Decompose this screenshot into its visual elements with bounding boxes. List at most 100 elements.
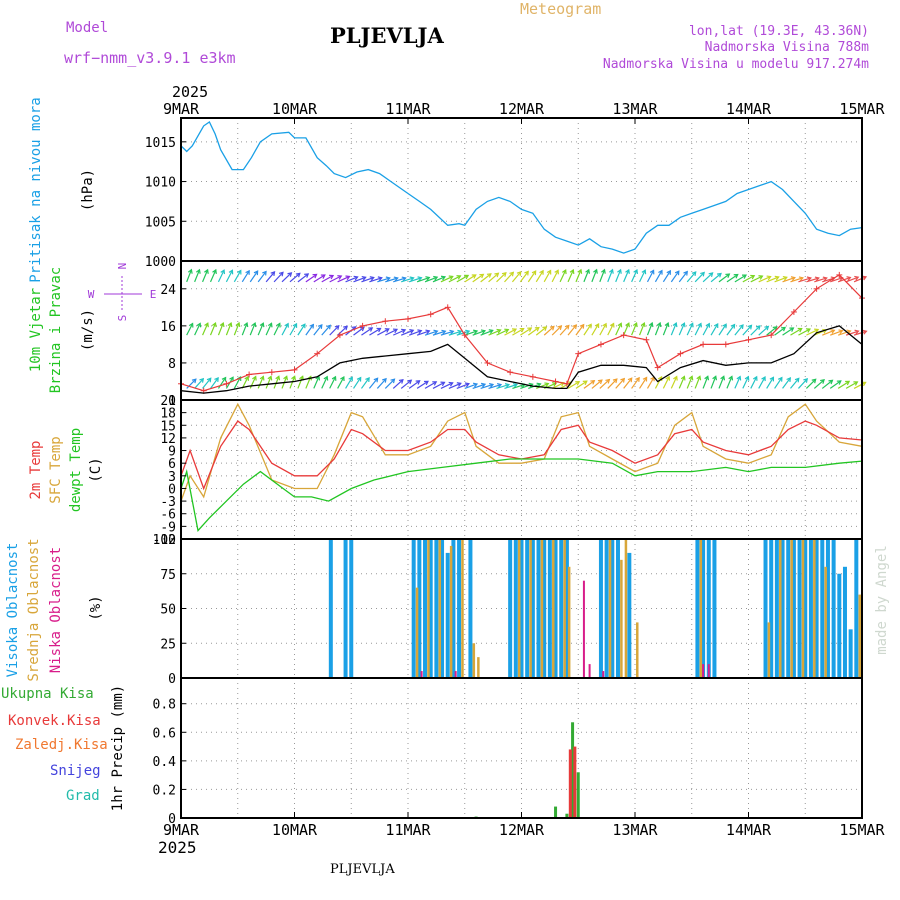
wind-arrow-shaft (209, 322, 217, 336)
wind-arrow-head (811, 378, 817, 384)
model-name: wrf−nmm_v3.9.1 e3km (64, 49, 236, 67)
wind-arrow (432, 329, 447, 336)
wind-arrow (782, 327, 795, 336)
wind-arrow-shaft (432, 276, 446, 283)
top-date-label: 11MAR (385, 100, 431, 118)
wind-arrow-head (806, 276, 812, 282)
wind-arrow (353, 275, 367, 283)
wind-arrow-shaft (401, 277, 414, 283)
wind-arrow-shaft (623, 322, 630, 336)
wind-arrow-head (440, 275, 447, 281)
wind-arrow (186, 378, 197, 389)
wind-arrow (424, 329, 439, 336)
wind-arrow-shaft (726, 274, 739, 283)
year-top: 2025 (172, 83, 209, 101)
cloud-bar-high (542, 539, 547, 678)
wind-arrow-shaft (249, 270, 259, 283)
wind-arrow-shaft (392, 379, 404, 389)
wind-arrow-shaft (361, 327, 373, 336)
wind-arrow-shaft (535, 270, 544, 283)
wind-arrow-shaft (480, 329, 493, 336)
wind-arrow (686, 322, 694, 336)
wind-arrow (416, 380, 429, 389)
wind-arrow (472, 329, 487, 336)
wind-arrow-shaft (504, 383, 518, 389)
wind-arrow-head (228, 269, 234, 275)
wind-arrow-shaft (281, 272, 292, 283)
wind-arrow-head (343, 325, 349, 331)
wind-arrow-shaft (702, 323, 710, 336)
wind-arrow (646, 321, 654, 336)
wind-arrow-head (830, 329, 836, 334)
wind-arrow-shaft (186, 269, 192, 283)
cloud-bar-mid (552, 539, 555, 678)
wind-arrow-head (575, 381, 581, 386)
wind-arrow-shaft (393, 277, 406, 283)
wind-arrow-shaft (607, 269, 614, 283)
wind-arrow-shaft (440, 275, 453, 283)
precip-tick-label: 0.6 (153, 726, 176, 741)
temp-tick-label: 18 (160, 407, 176, 422)
wind-arrow-shaft (448, 330, 462, 336)
wind-arrow-shaft (830, 277, 843, 283)
wind-arrow (631, 268, 639, 283)
wind-arrow-shaft (345, 276, 358, 283)
wind-arrow (496, 271, 507, 283)
cloud-bar-high (763, 539, 768, 678)
wind-arrow-shaft (710, 376, 717, 389)
wind-arrow (233, 321, 241, 336)
wind-arrow-shaft (734, 324, 744, 336)
wind-arrow (472, 273, 485, 283)
precip-total-bar (554, 806, 558, 818)
wind-arrow-shaft (662, 376, 670, 389)
wind-arrow (480, 273, 492, 283)
wind-arrow-shaft (496, 329, 509, 336)
precip-legend-2: Zaledj.Kisa (15, 737, 108, 753)
wind-arrow (202, 377, 212, 389)
wind-arrow-shaft (631, 322, 638, 336)
precip-tick-label: 0 (168, 812, 176, 827)
wind-arrow (202, 322, 209, 336)
cloud-bar-high (797, 539, 802, 678)
wind-arrow (257, 322, 265, 336)
wind-arrow (337, 275, 351, 283)
wind-arrow-shaft (416, 330, 430, 336)
wind-arrow-shaft (623, 269, 630, 283)
wind-arrow-head (275, 375, 281, 381)
wind-arrow-shaft (353, 377, 362, 389)
cloud-bar-mid (801, 539, 805, 678)
wind-arrow-shaft (281, 323, 289, 336)
wind-arrow-head (602, 322, 607, 328)
wind-arrow-head (781, 326, 787, 332)
wind-arrow-shaft (551, 270, 559, 283)
wind-arrow-head (609, 322, 615, 328)
temp-tick-label: 12 (160, 432, 176, 447)
wind-arrow-shaft (353, 276, 366, 283)
wind-arrow-head (253, 270, 259, 276)
wind-arrow-head (722, 323, 727, 329)
wind-arrow-shaft (615, 323, 622, 336)
pressure-frame (180, 117, 863, 262)
footer-station: PLJEVLJA (330, 862, 395, 877)
wind-arrow-shaft (615, 269, 622, 283)
wind-arrow (321, 324, 332, 336)
cloud-bar-mid (438, 539, 442, 678)
wind-title-1: 10m Vjetar (28, 288, 44, 372)
wind-arrow (806, 328, 820, 336)
wind-arrow (186, 322, 194, 336)
wind-arrow-shaft (686, 323, 694, 336)
cloud-bar-low (420, 671, 423, 678)
wind-arrow-head (486, 273, 492, 278)
cloud-bar-mid (767, 622, 771, 678)
wind-arrow (805, 378, 817, 389)
wind-arrow (464, 329, 479, 336)
wind-arrow-shaft (265, 323, 273, 336)
wind-arrow-head (516, 270, 522, 276)
wind-arrow (241, 375, 250, 389)
wind-arrow (233, 269, 242, 283)
wind-arrow-shaft (496, 272, 507, 283)
wind-arrow (583, 323, 592, 336)
wind-arrow-head (270, 271, 276, 276)
wind-arrow-head (539, 269, 544, 275)
wind-arrow-shaft (432, 381, 445, 389)
